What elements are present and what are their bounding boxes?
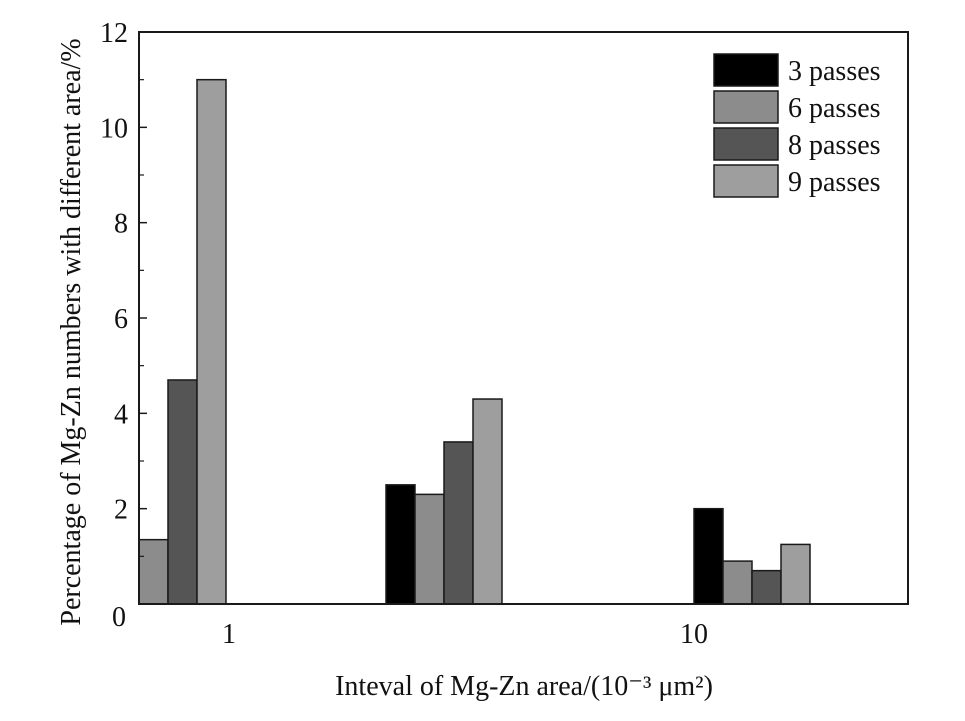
legend-swatch-6-passes [713, 90, 779, 124]
bar-group3-8-passes [751, 569, 782, 605]
x-axis-title: Inteval of Mg-Zn area/(10⁻³ μm²) [335, 671, 713, 702]
bar-group1-9-passes [196, 78, 227, 605]
y-tick-label: 0 [112, 602, 126, 633]
bar-group2-3-passes [385, 484, 416, 605]
y-tick-label: 10 [100, 113, 128, 144]
legend-swatch-3-passes [713, 53, 779, 87]
bar-group1-6-passes [138, 538, 169, 605]
bar-group2-6-passes [414, 493, 445, 605]
y-tick-label: 12 [100, 18, 128, 49]
x-tick-label: 1 [222, 619, 236, 650]
legend-label-6-passes: 6 passes [788, 93, 881, 124]
bar-group3-3-passes [693, 507, 724, 605]
bar-group3-6-passes [722, 560, 753, 605]
legend-label-9-passes: 9 passes [788, 167, 881, 198]
legend-swatch-9-passes [713, 164, 779, 198]
bar-group2-9-passes [472, 398, 503, 605]
y-tick-label: 2 [114, 495, 128, 526]
y-axis-title: Percentage of Mg-Zn numbers with differe… [56, 38, 87, 625]
y-tick-label: 6 [114, 304, 128, 335]
ticks-layer: 0 2 4 6 8 10 12 1 10 [100, 18, 708, 650]
bar-group3-9-passes [780, 543, 811, 605]
bars-layer [138, 78, 811, 605]
legend-label-3-passes: 3 passes [788, 56, 881, 87]
x-tick-label: 10 [680, 619, 708, 650]
y-tick-label: 8 [114, 209, 128, 240]
y-tick-label: 4 [114, 399, 128, 430]
legend-swatch-8-passes [713, 127, 779, 161]
legend: 3 passes 6 passes 8 passes 9 passes [713, 53, 881, 198]
bar-group1-8-passes [167, 379, 198, 605]
bar-group2-8-passes [443, 441, 474, 605]
legend-label-8-passes: 8 passes [788, 130, 881, 161]
